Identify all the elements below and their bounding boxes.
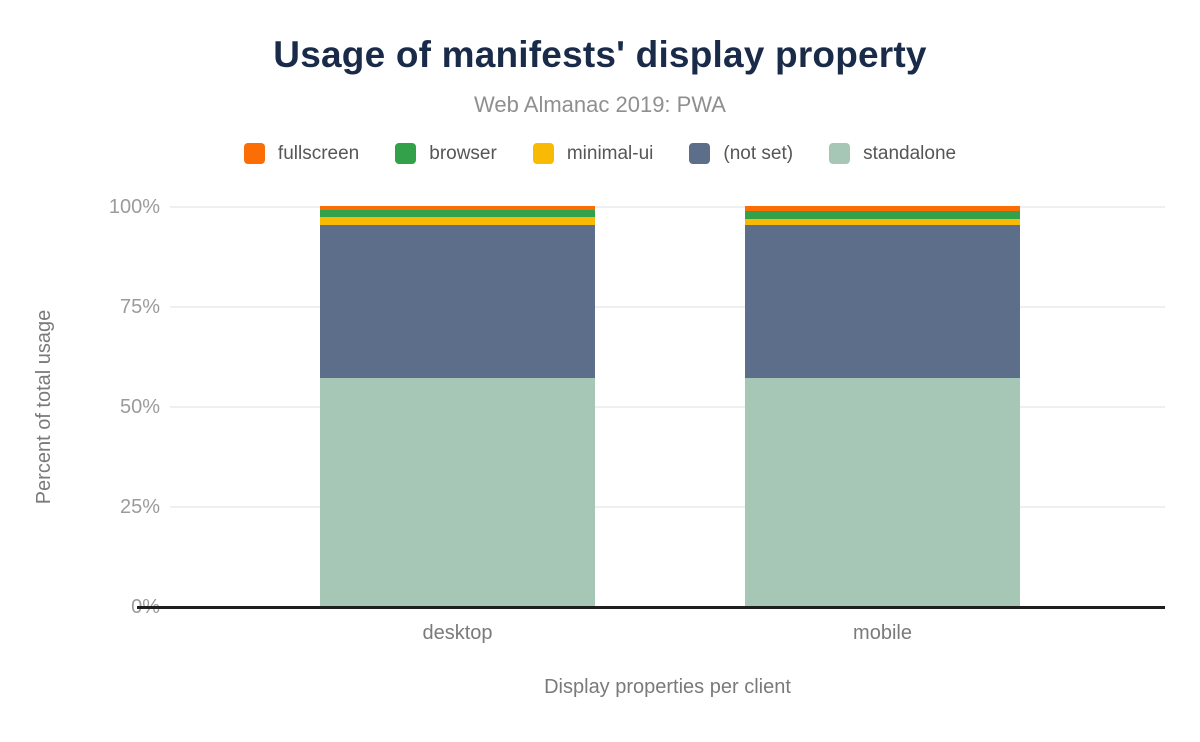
gridline-50 (170, 406, 1165, 408)
bar-mobile[interactable] (745, 206, 1020, 606)
x-axis-title: Display properties per client (544, 676, 791, 698)
y-tick-75: 75% (119, 296, 160, 318)
bar-desktop[interactable] (320, 206, 595, 606)
legend: fullscreen browser minimal-ui (not set) … (0, 143, 1200, 164)
legend-swatch-fullscreen (243, 143, 265, 164)
legend-label-fullscreen: fullscreen (277, 143, 360, 164)
y-axis-ticks: 100% 75% 50% 25% 0% (0, 197, 160, 617)
x-label-mobile: mobile (853, 622, 912, 644)
bar-segment-standalone-mobile[interactable] (745, 377, 1020, 606)
legend-swatch-browser (395, 143, 417, 164)
bar-segment-minimal-ui-desktop[interactable] (320, 217, 595, 226)
bar-segment-minimal-ui-mobile[interactable] (745, 218, 1020, 225)
legend-swatch-minimal-ui (532, 143, 554, 164)
bar-segment-notset-desktop[interactable] (320, 225, 595, 378)
gridline-100 (170, 206, 1165, 208)
legend-label-standalone: standalone (863, 143, 957, 164)
chart-subtitle: Web Almanac 2019: PWA (474, 92, 726, 117)
legend-label-not-set: (not set) (723, 143, 794, 164)
chart-title: Usage of manifests' display property (273, 34, 927, 75)
bar-segment-fullscreen-mobile[interactable] (745, 206, 1020, 211)
x-label-desktop: desktop (422, 622, 493, 644)
legend-item-not-set[interactable]: (not set) (689, 143, 793, 164)
bar-segment-notset-mobile[interactable] (745, 224, 1020, 378)
y-tick-50: 50% (119, 396, 160, 418)
legend-item-minimal-ui[interactable]: minimal-ui (532, 143, 654, 164)
plot-area: desktop mobile (137, 206, 1165, 644)
legend-item-standalone[interactable]: standalone (829, 143, 956, 164)
bar-segment-standalone-desktop[interactable] (320, 377, 595, 606)
legend-item-browser[interactable]: browser (395, 143, 497, 164)
gridline-25 (170, 506, 1165, 508)
bar-segment-browser-desktop[interactable] (320, 210, 595, 218)
bar-segment-fullscreen-desktop[interactable] (320, 206, 595, 211)
y-tick-0: 0% (131, 596, 160, 618)
legend-swatch-not-set (689, 143, 711, 164)
legend-label-browser: browser (429, 143, 497, 164)
legend-item-fullscreen[interactable]: fullscreen (243, 143, 360, 164)
x-axis-line (137, 606, 1165, 609)
y-tick-25: 25% (119, 496, 160, 518)
bar-segment-browser-mobile[interactable] (745, 210, 1020, 219)
gridline-75 (170, 306, 1165, 308)
y-tick-100: 100% (108, 196, 160, 218)
legend-label-minimal-ui: minimal-ui (566, 143, 654, 164)
legend-swatch-standalone (829, 143, 851, 164)
